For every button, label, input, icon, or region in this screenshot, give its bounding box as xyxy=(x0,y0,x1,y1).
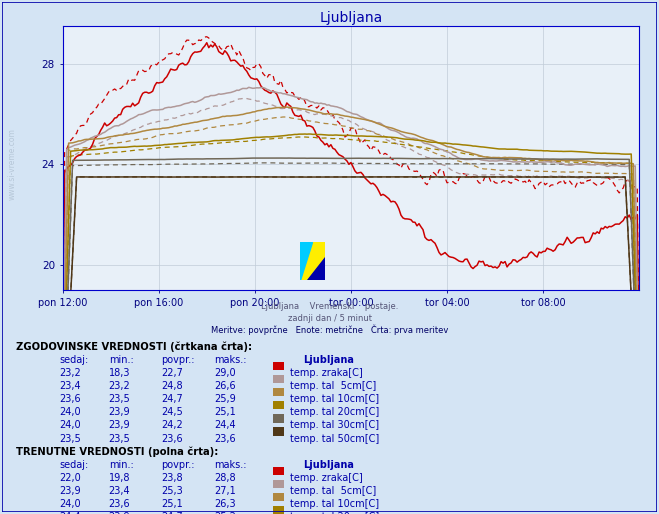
Text: 19,8: 19,8 xyxy=(109,473,130,483)
Text: 23,8: 23,8 xyxy=(161,473,183,483)
Text: 23,2: 23,2 xyxy=(109,381,130,391)
Text: temp. tal 50cm[C]: temp. tal 50cm[C] xyxy=(290,434,379,444)
Title: Ljubljana: Ljubljana xyxy=(320,10,382,25)
Text: 24,7: 24,7 xyxy=(161,512,183,514)
Text: temp. tal  5cm[C]: temp. tal 5cm[C] xyxy=(290,381,376,391)
Text: sedaj:: sedaj: xyxy=(59,355,88,365)
Text: Ljubljana: Ljubljana xyxy=(303,460,354,470)
Text: 25,9: 25,9 xyxy=(214,394,236,404)
Text: 24,4: 24,4 xyxy=(59,512,81,514)
Text: 29,0: 29,0 xyxy=(214,368,236,378)
Text: 22,0: 22,0 xyxy=(59,473,81,483)
Text: 23,6: 23,6 xyxy=(214,434,236,444)
Polygon shape xyxy=(300,242,312,280)
Text: 22,7: 22,7 xyxy=(161,368,183,378)
Text: 24,7: 24,7 xyxy=(161,394,183,404)
Text: ZGODOVINSKE VREDNOSTI (črtkana črta):: ZGODOVINSKE VREDNOSTI (črtkana črta): xyxy=(16,342,252,352)
Text: maks.:: maks.: xyxy=(214,355,246,365)
Text: min.:: min.: xyxy=(109,460,134,470)
Text: 23,9: 23,9 xyxy=(109,512,130,514)
Text: Ljubljana: Ljubljana xyxy=(303,355,354,365)
Text: 23,9: 23,9 xyxy=(109,420,130,430)
Text: TRENUTNE VREDNOSTI (polna črta):: TRENUTNE VREDNOSTI (polna črta): xyxy=(16,447,219,457)
Text: 18,3: 18,3 xyxy=(109,368,130,378)
Text: 24,8: 24,8 xyxy=(161,381,183,391)
Text: 23,4: 23,4 xyxy=(109,486,130,496)
Text: temp. zraka[C]: temp. zraka[C] xyxy=(290,473,362,483)
Text: 23,5: 23,5 xyxy=(109,434,130,444)
Text: 23,5: 23,5 xyxy=(59,434,81,444)
Text: 24,0: 24,0 xyxy=(59,499,81,509)
Text: Meritve: povprčne   Enote: metrične   Črta: prva meritev: Meritve: povprčne Enote: metrične Črta: … xyxy=(211,325,448,335)
Text: sedaj:: sedaj: xyxy=(59,460,88,470)
Text: 23,4: 23,4 xyxy=(59,381,81,391)
Text: 23,6: 23,6 xyxy=(109,499,130,509)
Text: 28,8: 28,8 xyxy=(214,473,236,483)
Text: temp. zraka[C]: temp. zraka[C] xyxy=(290,368,362,378)
Text: temp. tal 20cm[C]: temp. tal 20cm[C] xyxy=(290,512,379,514)
Text: 26,3: 26,3 xyxy=(214,499,236,509)
Text: temp. tal 10cm[C]: temp. tal 10cm[C] xyxy=(290,394,379,404)
Text: 24,2: 24,2 xyxy=(161,420,183,430)
Text: 25,2: 25,2 xyxy=(214,512,236,514)
Text: 23,6: 23,6 xyxy=(161,434,183,444)
Polygon shape xyxy=(307,257,325,280)
Text: temp. tal 10cm[C]: temp. tal 10cm[C] xyxy=(290,499,379,509)
Text: min.:: min.: xyxy=(109,355,134,365)
Text: 25,3: 25,3 xyxy=(161,486,183,496)
Text: temp. tal 20cm[C]: temp. tal 20cm[C] xyxy=(290,407,379,417)
Text: 23,2: 23,2 xyxy=(59,368,81,378)
Text: 26,6: 26,6 xyxy=(214,381,236,391)
Text: povpr.:: povpr.: xyxy=(161,355,195,365)
Text: 24,0: 24,0 xyxy=(59,420,81,430)
Text: temp. tal 30cm[C]: temp. tal 30cm[C] xyxy=(290,420,379,430)
Text: 24,0: 24,0 xyxy=(59,407,81,417)
Text: maks.:: maks.: xyxy=(214,460,246,470)
Text: Ljubljana    Vremenski    postaje.: Ljubljana Vremenski postaje. xyxy=(261,302,398,311)
Text: 23,9: 23,9 xyxy=(109,407,130,417)
Text: zadnji dan / 5 minut: zadnji dan / 5 minut xyxy=(287,314,372,323)
Text: povpr.:: povpr.: xyxy=(161,460,195,470)
Text: 27,1: 27,1 xyxy=(214,486,236,496)
Text: 24,4: 24,4 xyxy=(214,420,236,430)
Text: 23,5: 23,5 xyxy=(109,394,130,404)
Text: 25,1: 25,1 xyxy=(161,499,183,509)
Text: 23,9: 23,9 xyxy=(59,486,81,496)
Text: temp. tal  5cm[C]: temp. tal 5cm[C] xyxy=(290,486,376,496)
Text: www.si-vreme.com: www.si-vreme.com xyxy=(8,128,17,200)
Text: 25,1: 25,1 xyxy=(214,407,236,417)
Text: 23,6: 23,6 xyxy=(59,394,81,404)
Text: 24,5: 24,5 xyxy=(161,407,183,417)
